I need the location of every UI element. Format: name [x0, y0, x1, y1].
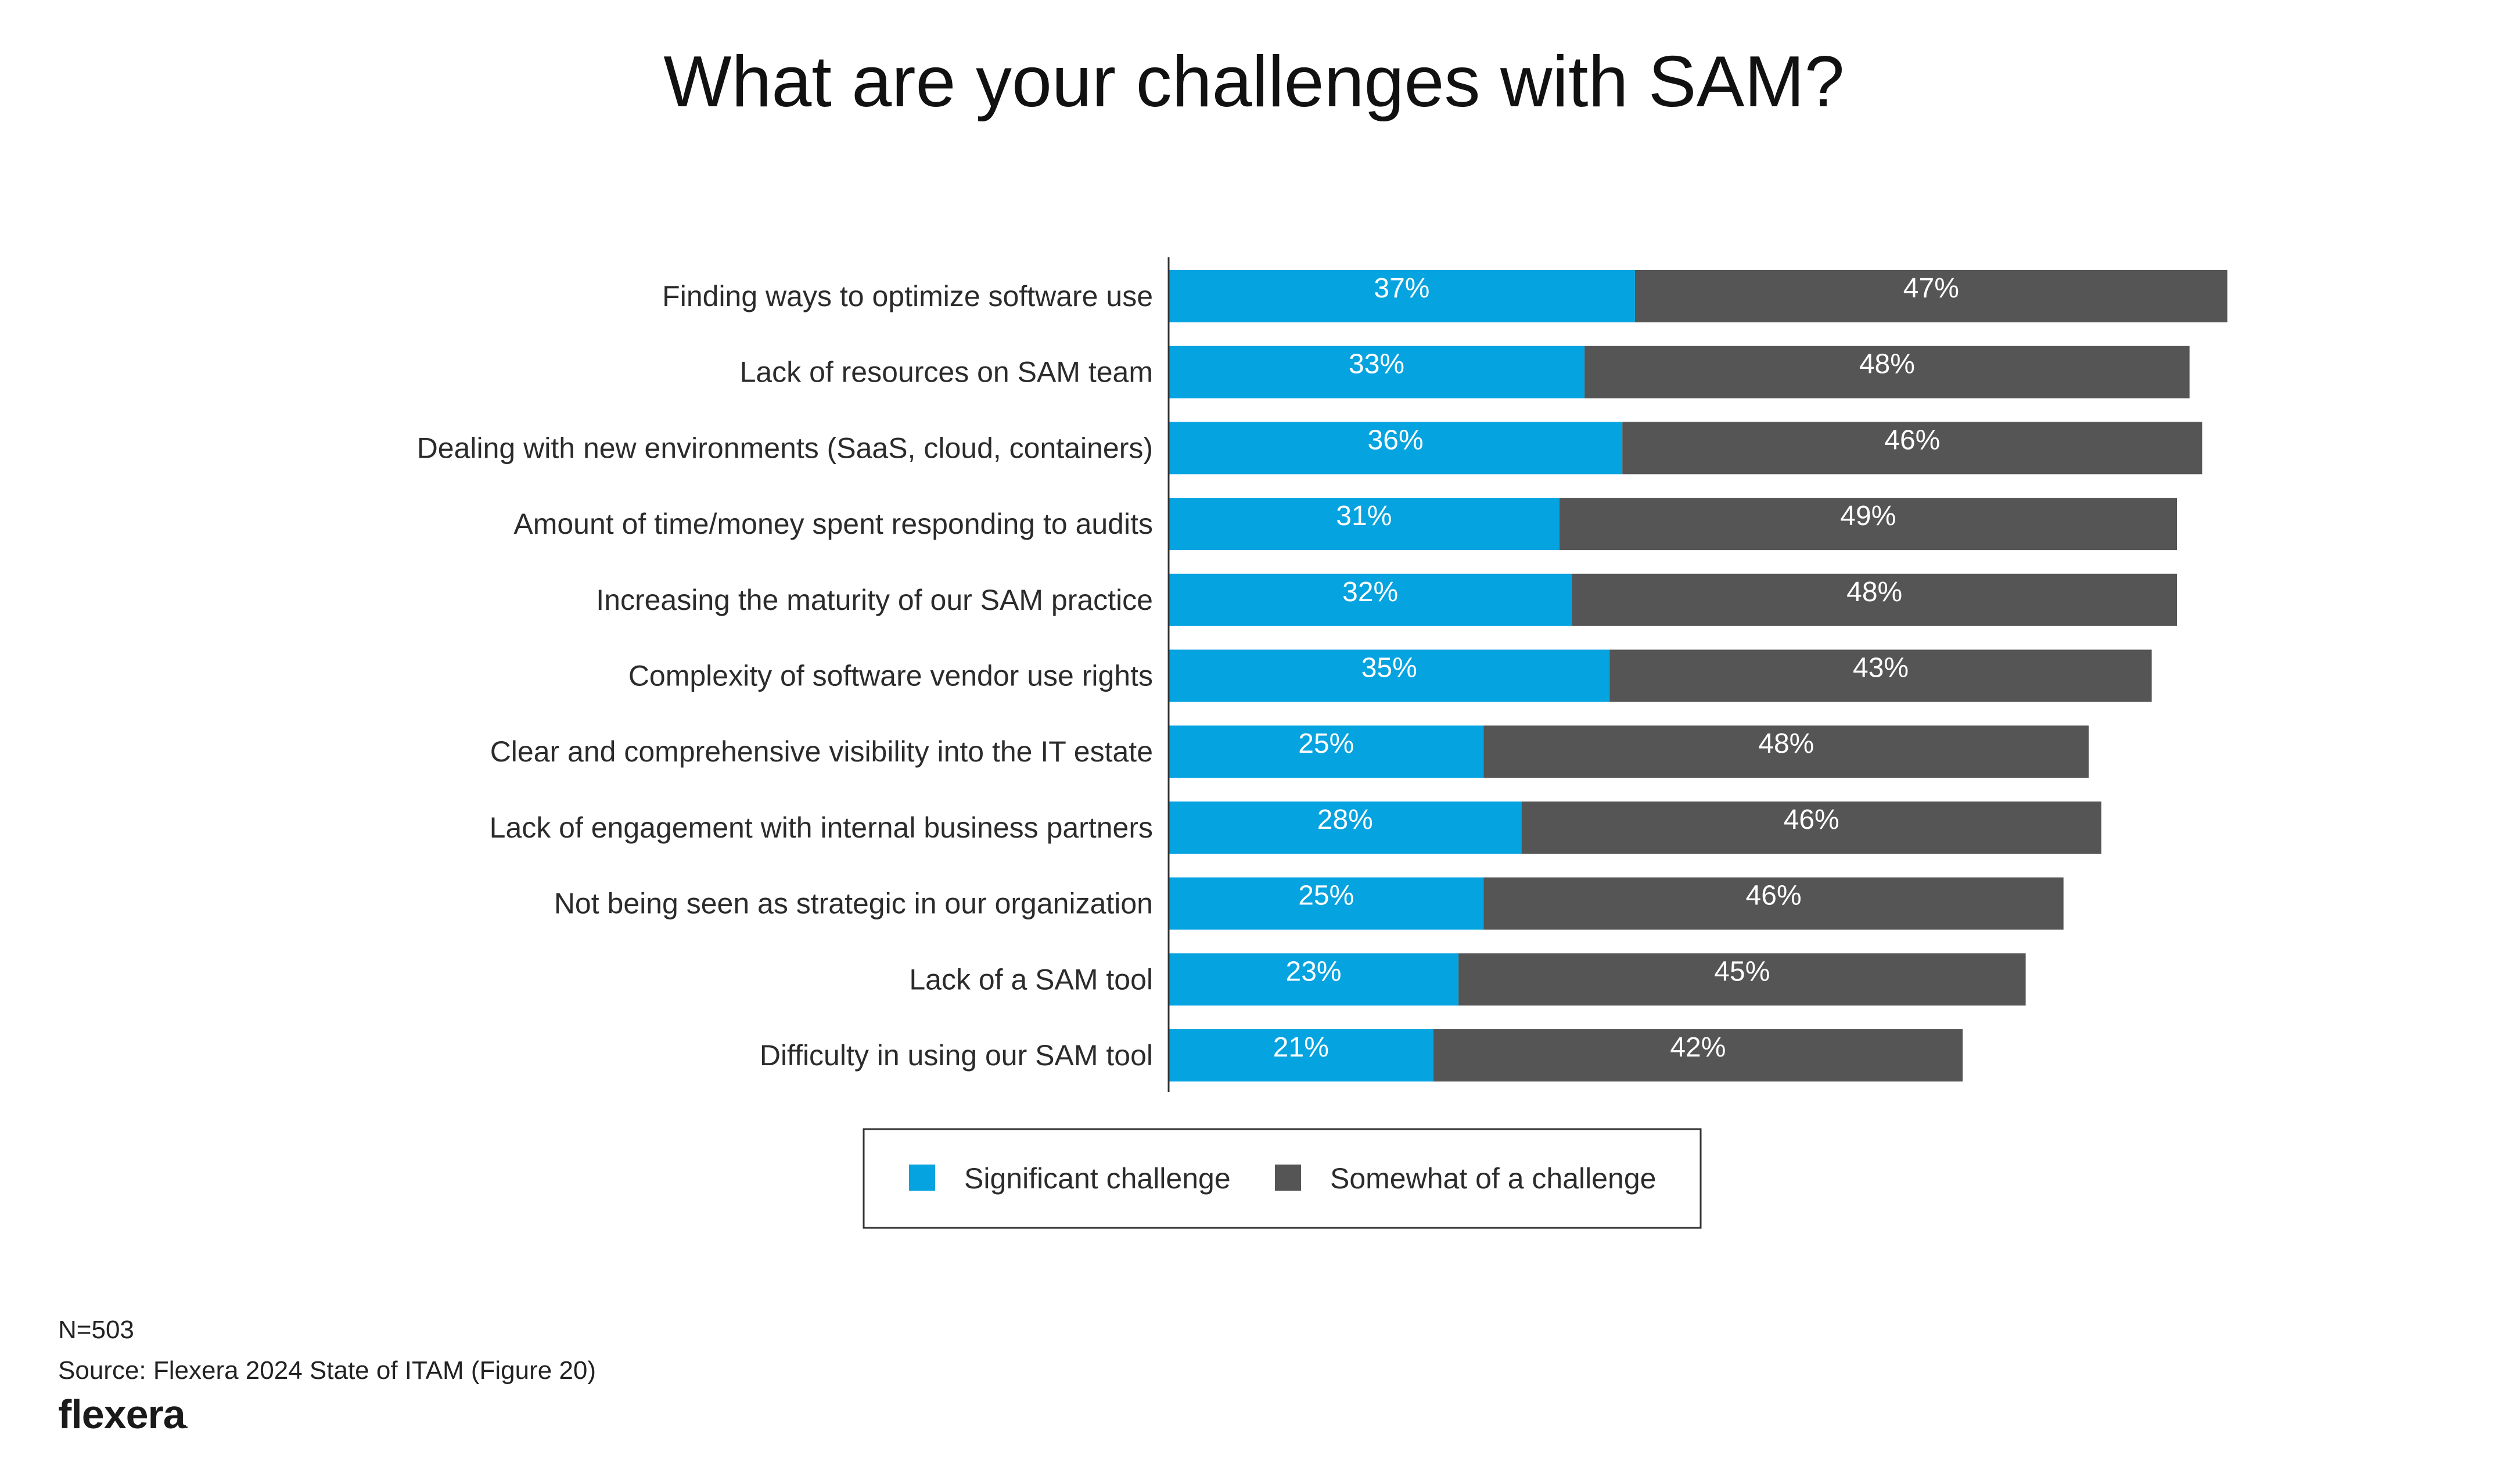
- data-label-somewhat: 45%: [1714, 956, 1770, 987]
- category-label: Dealing with new environments (SaaS, clo…: [417, 432, 1153, 464]
- bar-significant: [1169, 877, 1484, 930]
- brand-name: flexera: [58, 1392, 186, 1437]
- sample-size-note: N=503: [58, 1316, 134, 1344]
- brand-mark: .: [185, 1418, 188, 1431]
- data-label-somewhat: 46%: [1884, 425, 1940, 455]
- data-label-significant: 25%: [1298, 881, 1354, 911]
- bar-significant: [1169, 498, 1560, 551]
- data-label-somewhat: 48%: [1859, 349, 1915, 380]
- chart-title: What are your challenges with SAM?: [663, 42, 1845, 122]
- bar-somewhat: [1609, 649, 2152, 702]
- category-label: Lack of engagement with internal busines…: [490, 811, 1153, 844]
- bar-significant: [1169, 953, 1459, 1006]
- data-label-somewhat: 46%: [1784, 804, 1839, 835]
- bar-somewhat: [1622, 422, 2202, 475]
- data-label-significant: 37%: [1374, 273, 1429, 304]
- category-label: Not being seen as strategic in our organ…: [554, 887, 1153, 920]
- data-label-somewhat: 48%: [1758, 728, 1814, 759]
- bar-significant: [1169, 346, 1585, 398]
- data-label-somewhat: 47%: [1903, 273, 1959, 304]
- category-label: Lack of resources on SAM team: [740, 356, 1153, 389]
- data-label-significant: 31%: [1336, 501, 1392, 531]
- data-label-significant: 23%: [1286, 956, 1342, 987]
- category-label: Amount of time/money spent responding to…: [513, 508, 1153, 540]
- category-label: Difficulty in using our SAM tool: [760, 1039, 1153, 1072]
- data-label-significant: 35%: [1361, 653, 1417, 684]
- bar-significant: [1169, 270, 1635, 322]
- bar-significant: [1169, 422, 1623, 475]
- bar-significant: [1169, 725, 1484, 778]
- bar-significant: [1169, 801, 1522, 854]
- legend-label-somewhat: Somewhat of a challenge: [1330, 1162, 1656, 1195]
- data-label-somewhat: 49%: [1840, 501, 1896, 531]
- bar-somewhat: [1458, 953, 2026, 1006]
- bar-somewhat: [1572, 573, 2177, 626]
- legend-swatch-significant: [909, 1165, 935, 1191]
- bar-somewhat: [1483, 877, 2064, 930]
- bar-significant: [1169, 649, 1610, 702]
- legend-swatch-somewhat: [1275, 1165, 1301, 1191]
- bar-significant: [1169, 1029, 1433, 1081]
- category-label: Complexity of software vendor use rights: [628, 660, 1153, 692]
- bar-somewhat: [1483, 725, 2089, 778]
- category-label: Increasing the maturity of our SAM pract…: [596, 584, 1153, 616]
- bar-somewhat: [1634, 270, 2227, 322]
- category-label: Clear and comprehensive visibility into …: [490, 735, 1153, 768]
- data-label-somewhat: 42%: [1670, 1032, 1726, 1063]
- data-label-significant: 32%: [1342, 577, 1398, 608]
- data-label-somewhat: 46%: [1746, 881, 1802, 911]
- bar-somewhat: [1521, 801, 2101, 854]
- data-label-significant: 25%: [1298, 728, 1354, 759]
- data-label-significant: 21%: [1273, 1032, 1329, 1063]
- data-label-somewhat: 43%: [1853, 653, 1909, 684]
- category-label: Lack of a SAM tool: [909, 963, 1153, 996]
- chart-footer: N=503 Source: Flexera 2024 State of ITAM…: [58, 1310, 596, 1391]
- bar-somewhat: [1433, 1029, 1963, 1081]
- flexera-logo: flexera.: [58, 1391, 188, 1438]
- bar-somewhat: [1559, 498, 2177, 551]
- data-label-significant: 33%: [1349, 349, 1404, 380]
- source-note: Source: Flexera 2024 State of ITAM (Figu…: [58, 1356, 597, 1385]
- data-label-significant: 28%: [1317, 804, 1373, 835]
- data-label-significant: 36%: [1368, 425, 1424, 455]
- legend-box: [863, 1128, 1702, 1229]
- bar-significant: [1169, 573, 1572, 626]
- category-label: Finding ways to optimize software use: [662, 280, 1153, 312]
- bar-somewhat: [1584, 346, 2190, 398]
- legend-label-significant: Significant challenge: [964, 1162, 1231, 1195]
- data-label-somewhat: 48%: [1846, 577, 1902, 608]
